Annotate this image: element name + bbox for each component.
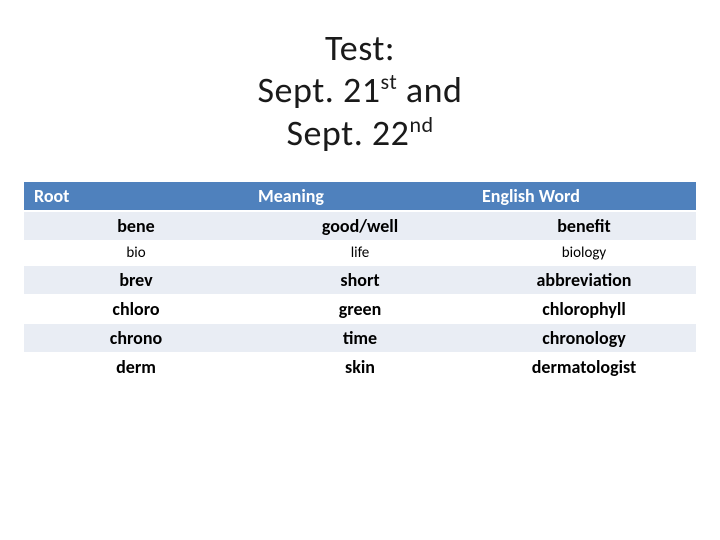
table-row: chronotimechronology bbox=[24, 324, 696, 353]
table-cell: brev bbox=[24, 266, 248, 295]
roots-table: Root Meaning English Word benegood/wellb… bbox=[24, 182, 696, 382]
col-english: English Word bbox=[472, 182, 696, 211]
table-cell: life bbox=[248, 241, 472, 266]
table-cell: chloro bbox=[24, 295, 248, 324]
slide-title: Test: Sept. 21st and Sept. 22nd bbox=[24, 28, 696, 154]
table-cell: chronology bbox=[472, 324, 696, 353]
table-cell: benefit bbox=[472, 211, 696, 241]
table-row: benegood/wellbenefit bbox=[24, 211, 696, 241]
table-row: biolifebiology bbox=[24, 241, 696, 266]
table-cell: skin bbox=[248, 353, 472, 382]
table-cell: bene bbox=[24, 211, 248, 241]
table-cell: time bbox=[248, 324, 472, 353]
table-cell: short bbox=[248, 266, 472, 295]
table-cell: green bbox=[248, 295, 472, 324]
table-row: brevshortabbreviation bbox=[24, 266, 696, 295]
title-line2a: Sept. 21 bbox=[258, 68, 381, 112]
title-sup1: st bbox=[381, 68, 398, 95]
table-cell: dermatologist bbox=[472, 353, 696, 382]
title-line3a: Sept. 22 bbox=[286, 111, 409, 155]
title-line1: Test: bbox=[325, 26, 395, 70]
col-root: Root bbox=[24, 182, 248, 211]
table-row: chlorogreenchlorophyll bbox=[24, 295, 696, 324]
col-meaning: Meaning bbox=[248, 182, 472, 211]
table-body: benegood/wellbenefitbiolifebiologybrevsh… bbox=[24, 211, 696, 382]
slide: Test: Sept. 21st and Sept. 22nd Root Mea… bbox=[0, 0, 720, 540]
table-cell: chrono bbox=[24, 324, 248, 353]
table-cell: abbreviation bbox=[472, 266, 696, 295]
title-sup2: nd bbox=[409, 111, 433, 138]
table-cell: good/well bbox=[248, 211, 472, 241]
title-line2b: and bbox=[397, 68, 462, 112]
table-cell: chlorophyll bbox=[472, 295, 696, 324]
table-row: dermskindermatologist bbox=[24, 353, 696, 382]
table-header-row: Root Meaning English Word bbox=[24, 182, 696, 211]
table-cell: derm bbox=[24, 353, 248, 382]
table-cell: bio bbox=[24, 241, 248, 266]
table-cell: biology bbox=[472, 241, 696, 266]
